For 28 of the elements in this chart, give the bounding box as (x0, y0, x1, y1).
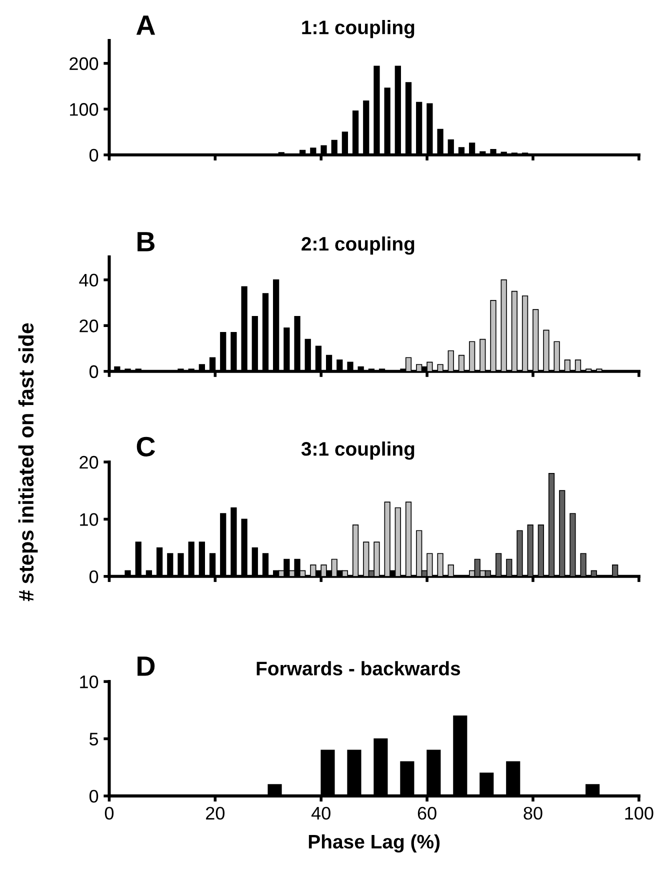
x-tick-label: 0 (104, 806, 114, 820)
y-tick-label: 40 (79, 274, 98, 287)
y-tick-label: 100 (70, 103, 98, 116)
text: D (138, 656, 155, 676)
text: B (138, 232, 155, 252)
y-tick-label: 0 (89, 148, 98, 162)
y-tick-label: 200 (70, 57, 98, 70)
y-tick-label: 0 (89, 790, 98, 803)
x-axis-title: Phase Lag (%) (308, 834, 440, 853)
x-tick-label: 100 (625, 806, 654, 820)
chart-title: 2:1 coupling (302, 236, 414, 255)
chart-title: 3:1 coupling (301, 442, 414, 460)
y-tick-label: 20 (80, 320, 98, 332)
y-tick-label: 0 (89, 570, 98, 584)
y-tick-label: 10 (80, 513, 98, 526)
text: C (136, 436, 156, 457)
y-tick-label: 10 (80, 675, 98, 688)
chart-title: 1:1 coupling (302, 20, 414, 38)
y-tick-label: 5 (89, 732, 98, 746)
x-tick-label: 20 (206, 806, 224, 820)
chart-title: Forwards - backwards (256, 661, 460, 676)
y-axis-title: # steps initiated on fast side (18, 323, 38, 602)
x-tick-label: 80 (524, 806, 542, 820)
y-tick-label: 20 (80, 456, 98, 469)
x-tick-label: 40 (311, 806, 330, 820)
text: A (136, 16, 156, 35)
x-tick-label: 60 (418, 806, 436, 820)
y-tick-label: 0 (89, 365, 98, 378)
